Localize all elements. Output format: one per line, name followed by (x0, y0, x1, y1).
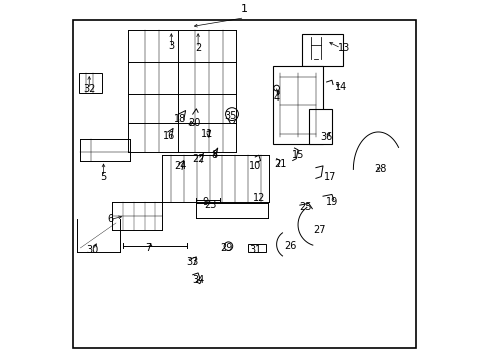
Text: 27: 27 (312, 225, 325, 235)
Text: 28: 28 (373, 165, 386, 175)
Text: 15: 15 (291, 150, 304, 160)
Text: 31: 31 (248, 245, 261, 255)
Text: 19: 19 (325, 197, 337, 207)
Text: 30: 30 (86, 245, 99, 255)
Text: 25: 25 (298, 202, 311, 212)
Text: 22: 22 (191, 154, 204, 164)
Text: 24: 24 (174, 161, 186, 171)
Text: 14: 14 (334, 82, 346, 93)
Text: 1: 1 (241, 4, 247, 14)
Text: 34: 34 (192, 275, 204, 285)
Text: 13: 13 (338, 43, 350, 53)
Text: 33: 33 (186, 257, 199, 267)
Text: 29: 29 (220, 243, 232, 253)
Text: 20: 20 (188, 118, 200, 128)
Text: 26: 26 (284, 241, 297, 251)
Bar (247, 244, 265, 252)
Text: 36: 36 (320, 132, 332, 142)
Text: 11: 11 (201, 129, 213, 139)
Text: 16: 16 (163, 131, 175, 140)
Text: 3: 3 (168, 41, 174, 51)
Text: 7: 7 (145, 243, 151, 253)
Text: 5: 5 (100, 172, 106, 181)
Text: 2: 2 (195, 43, 201, 53)
Text: 18: 18 (174, 114, 186, 125)
Text: 10: 10 (248, 161, 261, 171)
Bar (272, 66, 323, 144)
Text: 4: 4 (273, 93, 279, 103)
Text: 6: 6 (107, 215, 114, 224)
Text: 32: 32 (83, 84, 95, 94)
Bar (301, 34, 342, 66)
Text: 9: 9 (202, 197, 208, 207)
Text: 23: 23 (204, 200, 216, 210)
Text: 17: 17 (324, 172, 336, 181)
Text: 8: 8 (211, 150, 217, 160)
Text: 12: 12 (252, 193, 264, 203)
Bar (308, 109, 331, 144)
Bar (79, 73, 102, 93)
Text: 21: 21 (273, 159, 286, 169)
Text: 35: 35 (224, 111, 236, 121)
